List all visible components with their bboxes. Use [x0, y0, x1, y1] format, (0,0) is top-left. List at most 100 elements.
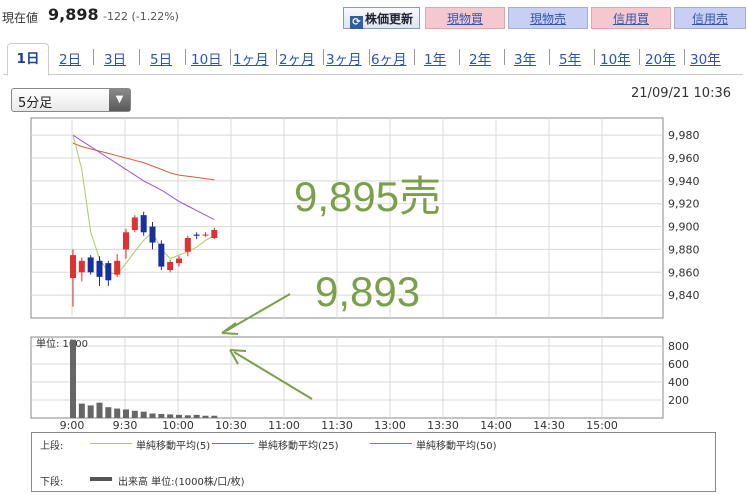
- x-tick-label: 14:00: [480, 419, 512, 432]
- buy-cash-button[interactable]: 現物買: [425, 7, 505, 29]
- candle-body: [158, 243, 165, 267]
- legend-lower-label: 下段:: [40, 477, 64, 488]
- price-tick-label: 9,840: [668, 289, 700, 302]
- candle-body: [149, 226, 156, 243]
- quote-header: 現在値 9,898 -122 (-1.22%) ⟳ 株価更新 現物買 現物売 信用…: [0, 0, 748, 34]
- tab-1month[interactable]: 1ヶ月: [233, 52, 269, 68]
- tab-5year[interactable]: 5年: [559, 52, 582, 68]
- buy-margin-button[interactable]: 信用買: [591, 7, 671, 29]
- price-tick-label: 9,920: [668, 198, 700, 211]
- tab-separator: [230, 49, 231, 65]
- tab-5day[interactable]: 5日: [150, 52, 173, 68]
- x-tick-label: 11:00: [268, 419, 300, 432]
- tab-separator: [185, 49, 186, 65]
- price-tick-label: 9,940: [668, 175, 700, 188]
- volume-bar: [78, 403, 85, 418]
- candle-body: [193, 234, 200, 236]
- tab-2day[interactable]: 2日: [59, 52, 82, 68]
- volume-bar: [184, 415, 191, 418]
- volume-bar: [123, 409, 129, 418]
- candle-body: [131, 217, 138, 230]
- tab-6month[interactable]: 6ヶ月: [371, 52, 407, 68]
- x-tick-label: 14:30: [533, 419, 565, 432]
- volume-bar: [202, 415, 209, 418]
- candle-body: [140, 215, 147, 233]
- legend-ma25: 単純移動平均(25): [258, 441, 339, 452]
- tab-1year[interactable]: 1年: [424, 52, 447, 68]
- candle-body: [70, 255, 76, 278]
- volume-bar: [96, 402, 103, 418]
- volume-bar: [158, 413, 165, 418]
- sell-margin-button[interactable]: 信用売: [674, 7, 746, 29]
- volume-unit-label: 単位: 1000: [36, 337, 88, 350]
- candle-body: [96, 260, 103, 277]
- tab-10year[interactable]: 10年: [600, 52, 631, 68]
- refresh-price-button[interactable]: ⟳ 株価更新: [343, 7, 420, 29]
- volume-bar: [149, 413, 156, 418]
- tab-separator: [323, 49, 324, 65]
- volume-tick-label: 800: [668, 340, 689, 353]
- candle-body: [167, 262, 174, 270]
- tab-separator: [594, 49, 595, 65]
- sell-cash-button[interactable]: 現物売: [508, 7, 588, 29]
- volume-tick-label: 600: [668, 358, 689, 371]
- refresh-icon: ⟳: [349, 16, 363, 29]
- tab-3month[interactable]: 3ヶ月: [326, 52, 362, 68]
- tab-separator: [504, 49, 505, 65]
- candle-body: [114, 260, 121, 275]
- tab-separator: [459, 49, 460, 65]
- candle-body: [176, 258, 182, 264]
- volume-tick-label: 400: [668, 376, 689, 389]
- tab-separator: [639, 49, 640, 65]
- legend-ma25-swatch: [212, 443, 254, 444]
- volume-bar: [140, 411, 147, 418]
- sell-price-annotation: 9,895売: [294, 173, 442, 220]
- volume-bar: [167, 414, 174, 418]
- price-tick-label: 9,960: [668, 152, 700, 165]
- x-tick-label: 15:00: [586, 419, 618, 432]
- legend-upper-label: 上段:: [40, 441, 64, 452]
- volume-bar: [193, 414, 200, 418]
- tab-separator: [549, 49, 550, 65]
- price-tick-label: 9,860: [668, 266, 700, 279]
- price-tick-label: 9,880: [668, 243, 700, 256]
- tab-3day[interactable]: 3日: [104, 52, 127, 68]
- legend-volume: 出来高 単位:(1000株/口/枚): [118, 477, 245, 488]
- legend-ma50: 単純移動平均(50): [416, 441, 497, 452]
- tab-1day[interactable]: 1日: [7, 43, 49, 76]
- volume-tick-label: 200: [668, 394, 689, 407]
- tab-2year[interactable]: 2年: [469, 52, 492, 68]
- current-price-value: 9,898: [48, 5, 99, 24]
- chart-timestamp: 21/09/21 10:36: [631, 86, 731, 101]
- sell-annotation-arrow: [225, 293, 291, 332]
- tab-30year[interactable]: 30年: [690, 52, 721, 68]
- volume-bar: [70, 339, 76, 418]
- legend-ma50-swatch: [370, 443, 412, 444]
- sell-annotation-arrowhead: [221, 322, 239, 335]
- x-tick-label: 11:30: [321, 419, 353, 432]
- price-chart: 9:00 9:30 10:00 10:30 11:00 11:30 13:00 13:30 14…: [30, 117, 700, 432]
- x-tick-label: 10:30: [215, 419, 247, 432]
- tab-separator: [369, 49, 370, 65]
- tab-10day[interactable]: 10日: [191, 52, 222, 68]
- tab-2month[interactable]: 2ヶ月: [279, 52, 315, 68]
- chevron-down-icon[interactable]: ▼: [109, 89, 130, 111]
- x-tick-label: 9:00: [60, 419, 85, 432]
- candle-body: [87, 257, 94, 273]
- chart-legend: 上段: 単純移動平均(5) 単純移動平均(25) 単純移動平均(50) 下段: …: [31, 432, 716, 492]
- current-price-label: 現在値: [2, 11, 39, 25]
- tab-separator: [684, 49, 685, 65]
- candle-body: [184, 238, 191, 252]
- legend-ma5: 単純移動平均(5): [136, 441, 211, 452]
- tab-20year[interactable]: 20年: [645, 52, 676, 68]
- volume-bar: [87, 405, 94, 418]
- candle-body: [202, 234, 209, 236]
- price-tick-label: 9,900: [668, 221, 700, 234]
- tab-3year[interactable]: 3年: [514, 52, 537, 68]
- x-tick-label: 13:30: [427, 419, 459, 432]
- candle-body: [78, 260, 85, 273]
- interval-select[interactable]: 5分足 ▼: [11, 88, 131, 112]
- buy-annotation-arrowhead: [229, 349, 247, 365]
- period-tabs: 1日 2日 3日 5日 10日 1ヶ月 2ヶ月 3ヶ月 6ヶ月 1年 2年 3年…: [3, 40, 743, 76]
- candle-body: [211, 230, 218, 238]
